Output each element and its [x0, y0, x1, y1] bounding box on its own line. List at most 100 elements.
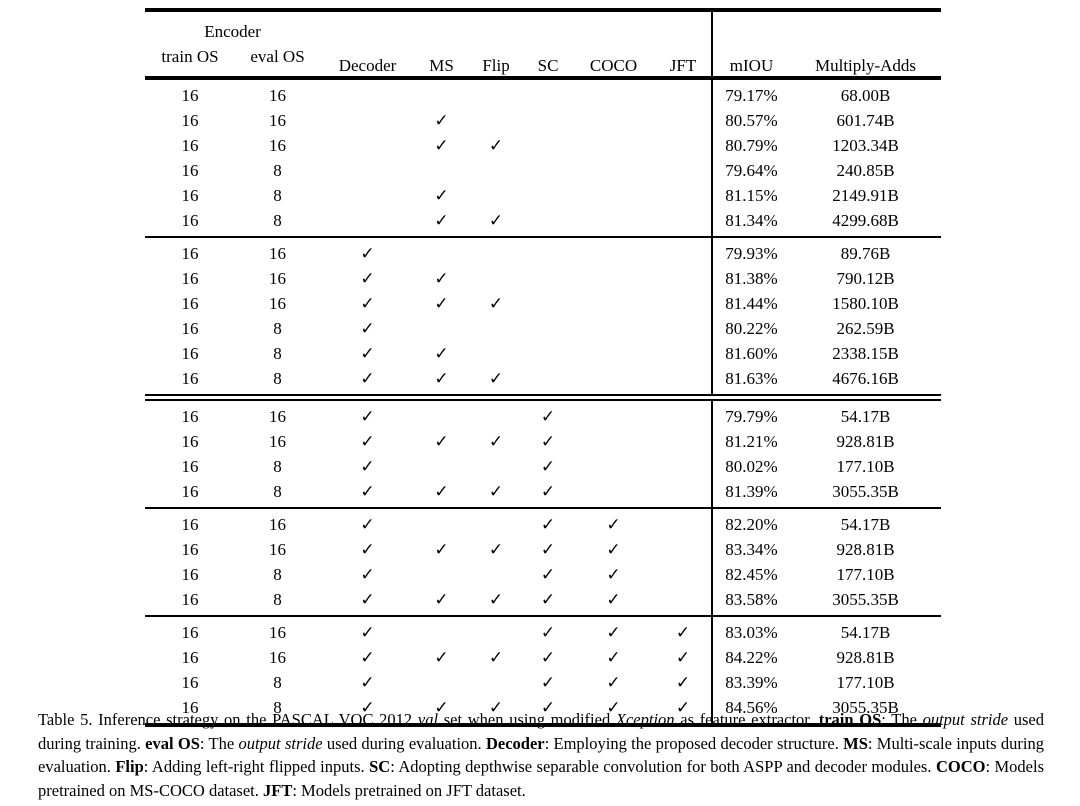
cell-sc-check: ✓ [540, 456, 556, 476]
cell-train-os: 16 [145, 615, 235, 645]
cell-miou: 83.03% [711, 615, 791, 645]
cell-flip-check: ✓ [488, 293, 504, 313]
cell-coco-check [572, 183, 655, 208]
cell-multiply-adds: 54.17B [790, 507, 942, 537]
results-table: Encoder Decoder MS Flip SC COCO JFT mIOU… [145, 8, 942, 727]
cell-miou: 84.56% [711, 695, 791, 725]
cell-coco-check [572, 158, 655, 183]
cell-sc-check: ✓ [524, 615, 573, 645]
cell-flip-check [468, 615, 525, 645]
table-row: 16 16 ✓ 80.57% 601.74B [145, 108, 941, 133]
cell-ms-check: ✓ [434, 135, 449, 155]
header-multiply-adds: Multiply-Adds [814, 56, 917, 75]
table-row: 16 16 79.17% 68.00B [145, 76, 942, 108]
cell-sc-check: ✓ [540, 697, 556, 717]
cell-eval-os: 16 [269, 268, 286, 288]
cell-multiply-adds: 177.10B [836, 672, 895, 692]
cell-train-os: 16 [181, 589, 199, 609]
header-eval-os: eval OS [250, 47, 305, 66]
table-row: 16 8 79.64% 240.85B [145, 158, 941, 183]
caption-segment: : Multi-scale inputs during evaluation. [38, 733, 1044, 777]
header-train-os: train OS [161, 47, 219, 66]
cell-flip-check [468, 670, 524, 695]
cell-miou: 82.45% [711, 562, 791, 587]
cell-sc-check: ✓ [524, 394, 573, 429]
cell-train-os: 16 [181, 343, 199, 363]
cell-ms-check [415, 507, 469, 537]
cell-ms-check [415, 394, 469, 429]
cell-jft-check [655, 537, 712, 562]
caption-segment: val [417, 710, 439, 729]
cell-coco-check [572, 76, 656, 108]
cell-multiply-adds: 1203.34B [832, 135, 899, 155]
table-row: 16 16 ✓ ✓ ✓ ✓ 83.03% 54.17B [145, 615, 942, 645]
cell-coco-check [572, 133, 655, 158]
cell-train-os: 16 [145, 76, 235, 108]
caption-segment: set when using modified [438, 710, 616, 729]
caption-segment: output stride [238, 733, 323, 753]
cell-decoder-check: ✓ [360, 431, 375, 451]
caption-segment: : The [881, 710, 923, 729]
cell-coco-check [572, 479, 655, 508]
cell-jft-check [655, 316, 712, 341]
cell-jft-check [655, 429, 712, 454]
cell-miou: 80.79% [711, 133, 791, 158]
cell-ms-check [415, 158, 468, 183]
cell-eval-os: 16 [269, 135, 286, 155]
cell-eval-os: 8 [273, 672, 282, 692]
cell-sc-check: ✓ [540, 672, 556, 692]
cell-decoder-check: ✓ [360, 268, 375, 288]
cell-jft-check [655, 479, 712, 508]
cell-multiply-adds: 790.12B [836, 268, 895, 288]
cell-multiply-adds: 4676.16B [832, 368, 899, 388]
caption-segment: SC [369, 757, 391, 776]
table-row: 16 8 ✓ 80.22% 262.59B [145, 316, 941, 341]
caption-segment: MS [843, 733, 868, 753]
table-row: 16 8 ✓ 81.15% 2149.91B [145, 183, 941, 208]
cell-sc-check: ✓ [540, 564, 556, 584]
table-row: 16 16 ✓ ✓ ✓ ✓ ✓ ✓ 84.22% 928.81B [145, 645, 941, 670]
cell-eval-os: 8 [273, 318, 282, 338]
cell-coco-check [572, 316, 655, 341]
cell-multiply-adds: 928.81B [836, 647, 895, 667]
cell-miou: 79.64% [711, 158, 791, 183]
cell-ms-check: ✓ [434, 539, 449, 559]
cell-train-os: 16 [181, 135, 199, 155]
cell-decoder-check: ✓ [360, 564, 375, 584]
cell-eval-os: 8 [273, 185, 282, 205]
cell-sc-check [524, 366, 572, 398]
cell-eval-os: 16 [235, 76, 321, 108]
table-group: 16 16 ✓ ✓ ✓ ✓ 83.03% 54.17B 16 16 ✓ ✓ ✓ ✓ ✓ ✓ 84.22% 928.… [145, 615, 942, 725]
cell-eval-os: 16 [269, 539, 286, 559]
cell-multiply-adds: 89.76B [790, 236, 942, 266]
cell-decoder-check [320, 158, 415, 183]
cell-decoder-check: ✓ [320, 615, 416, 645]
table-caption: Table 5. Inference strategy on the PASCA… [38, 708, 1044, 802]
cell-miou: 79.93% [711, 236, 791, 266]
cell-eval-os: 16 [235, 615, 321, 645]
cell-jft-check: ✓ [675, 672, 691, 692]
cell-multiply-adds: 1580.10B [832, 293, 899, 313]
cell-ms-check: ✓ [434, 697, 449, 717]
cell-train-os: 16 [181, 672, 199, 692]
header-miou: mIOU [711, 10, 791, 78]
caption-segment: train OS [818, 710, 882, 729]
cell-jft-check: ✓ [675, 647, 691, 667]
cell-jft-check [655, 394, 713, 429]
cell-jft-check [655, 208, 712, 237]
cell-multiply-adds: 3055.35B [832, 589, 899, 609]
cell-train-os: 16 [181, 368, 199, 388]
cell-jft-check: ✓ [675, 697, 691, 717]
cell-eval-os: 8 [273, 697, 282, 717]
cell-flip-check: ✓ [488, 539, 504, 559]
cell-multiply-adds: 262.59B [836, 318, 895, 338]
cell-train-os: 16 [145, 236, 235, 266]
caption-segment: Table 5. Inference strategy on the PASCA… [38, 710, 418, 729]
cell-coco-check [572, 341, 655, 366]
cell-coco-check [572, 394, 656, 429]
cell-sc-check: ✓ [524, 507, 573, 537]
table-row: 16 16 ✓ ✓ 79.79% 54.17B [145, 394, 942, 429]
cell-flip-check [468, 341, 524, 366]
table-row: 16 8 ✓ ✓ ✓ 82.45% 177.10B [145, 562, 941, 587]
caption-segment: Flip [115, 757, 144, 776]
